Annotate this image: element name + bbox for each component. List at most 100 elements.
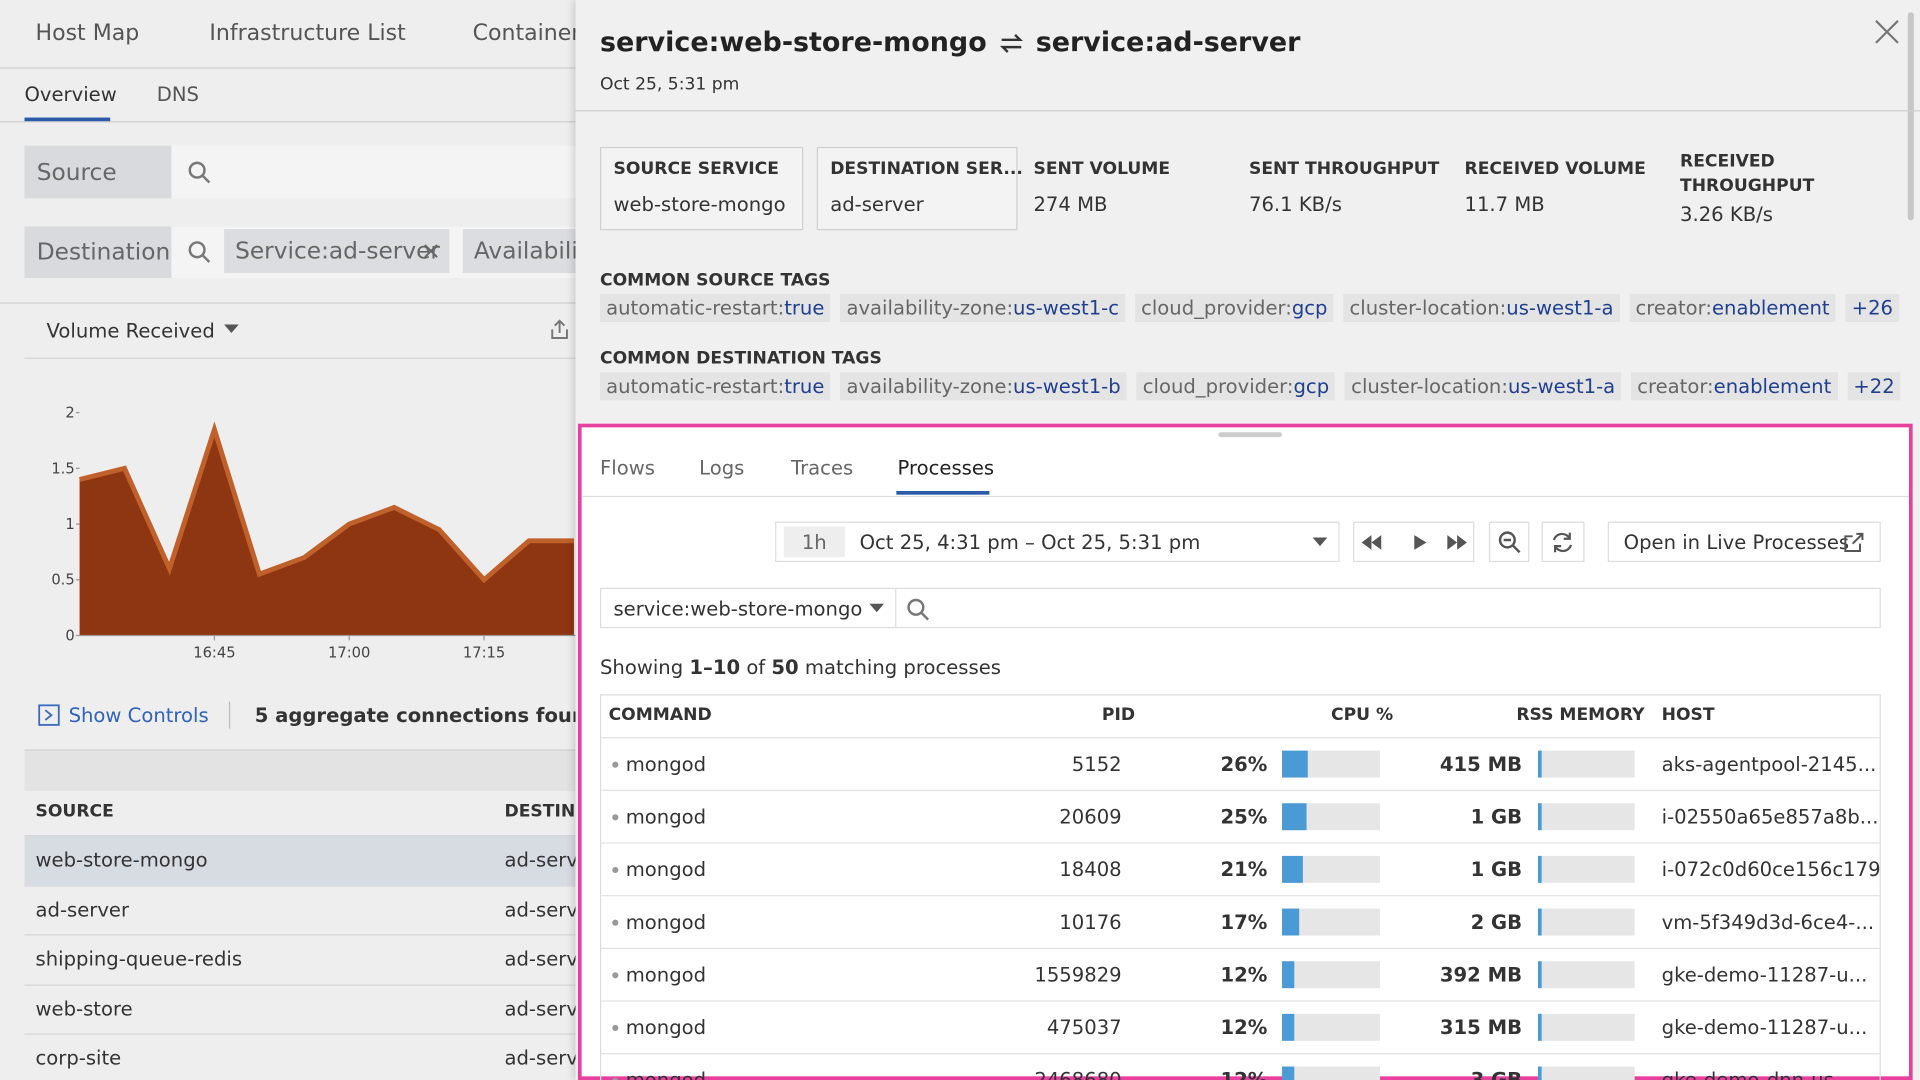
area-line — [79, 421, 574, 584]
area — [79, 429, 574, 636]
tag-value: gcp — [1293, 374, 1330, 398]
x-tick-label: 16:45 — [193, 645, 235, 662]
time-picker[interactable] — [775, 521, 1340, 563]
memory: 2 GB — [1470, 910, 1523, 934]
tab[interactable]: Traces — [791, 456, 854, 480]
host: aks-agentpool-2145... — [1661, 752, 1877, 776]
memory: 1 GB — [1470, 857, 1523, 882]
tag[interactable]: creator:enablement — [1629, 293, 1836, 323]
tag-list: automatic-restart:true availability-zone:… — [600, 293, 1900, 323]
tag[interactable]: cloud_provider:gcp — [1136, 372, 1336, 401]
refresh-button[interactable] — [1541, 521, 1585, 563]
memory-bar — [1537, 750, 1542, 778]
pid: 10176 — [1059, 910, 1122, 934]
host: gke-demo-11287-u... — [1661, 963, 1868, 987]
refresh-icon — [1552, 532, 1573, 553]
chip-remove[interactable] — [422, 242, 439, 259]
drag-handle[interactable] — [1218, 432, 1283, 438]
chart-title[interactable]: Volume Received — [46, 318, 215, 343]
tag[interactable]: automatic-restart:true — [600, 293, 831, 323]
summary-part: of — [740, 655, 772, 679]
pid: 5152 — [1071, 752, 1122, 776]
destination-name: service:ad-server — [1035, 27, 1301, 59]
table-row[interactable] — [601, 789, 1880, 844]
tag[interactable]: cloud_provider:gcp — [1134, 293, 1334, 323]
sub-tab[interactable]: DNS — [156, 82, 199, 106]
tag[interactable]: availability-zone:us-west1-c — [840, 293, 1126, 323]
table-row[interactable] — [601, 895, 1880, 949]
zoom-button[interactable] — [1488, 521, 1530, 563]
close-button[interactable] — [1875, 20, 1899, 44]
tag[interactable]: creator:enablement — [1631, 372, 1838, 401]
divider — [575, 110, 1920, 112]
tag[interactable]: cluster-location:us-west1-a — [1343, 293, 1620, 323]
tab-underline — [896, 491, 990, 495]
memory-track — [1537, 803, 1635, 831]
tag[interactable]: availability-zone:us-west1-b — [840, 372, 1127, 401]
playback-icons[interactable] — [1359, 530, 1469, 554]
connections-count: 5 aggregate connections found — [254, 703, 600, 727]
command: mongod — [625, 963, 707, 987]
stat-label: SENT THROUGHPUT — [1248, 159, 1440, 179]
tag-key: creator: — [1635, 296, 1712, 320]
table-row[interactable] — [601, 947, 1880, 1002]
table-row[interactable] — [601, 737, 1880, 791]
cpu-label: 12% — [1220, 1068, 1267, 1080]
source-search[interactable] — [171, 145, 576, 199]
tag-list: automatic-restart:true availability-zone:… — [600, 372, 1901, 401]
column-header: HOST — [1661, 705, 1715, 725]
tag[interactable]: cluster-location:us-west1-a — [1345, 372, 1622, 401]
tag-key: automatic-restart: — [606, 374, 785, 398]
summary-part: Showing — [600, 655, 690, 679]
cpu-bar — [1282, 750, 1308, 778]
tag[interactable]: automatic-restart:true — [600, 372, 831, 401]
table-row[interactable] — [24, 884, 576, 935]
table-row[interactable] — [24, 934, 576, 984]
pid: 475037 — [1046, 1015, 1122, 1039]
y-tick-label: 0.5 — [51, 572, 74, 589]
cpu-track — [1282, 1066, 1381, 1080]
table-row[interactable] — [601, 842, 1880, 896]
table-row[interactable] — [24, 1033, 576, 1080]
nav-tab[interactable]: Containers — [472, 20, 592, 46]
tag-value: enablement — [1713, 374, 1832, 398]
y-tick-label: 0 — [65, 627, 74, 644]
y-tick-label: 1 — [65, 516, 74, 533]
filter-bar[interactable] — [600, 587, 1881, 629]
open-live-button[interactable] — [1607, 521, 1881, 563]
host: gke-demo-dnn-us... — [1662, 1068, 1853, 1080]
divider — [0, 121, 576, 123]
tag-value: us-west1-a — [1506, 296, 1614, 320]
table-row[interactable] — [601, 1000, 1880, 1054]
tag-more[interactable]: +22 — [1847, 372, 1901, 401]
tag-more[interactable]: +26 — [1845, 293, 1900, 323]
cpu-bar — [1282, 961, 1294, 989]
column-header[interactable]: CPU % — [1331, 705, 1394, 725]
table-row[interactable] — [24, 835, 576, 886]
stat-label: SOURCE SERVICE — [613, 159, 779, 179]
memory-track — [1537, 855, 1635, 883]
filter-value[interactable]: service:web-store-mongo — [613, 596, 863, 621]
tab[interactable]: Processes — [897, 456, 995, 480]
tag-key: creator: — [1637, 374, 1714, 398]
memory-bar — [1537, 855, 1542, 883]
result-summary: Showing 1–10 of 50 matching processes — [600, 656, 1001, 679]
nav-tab[interactable]: Host Map — [35, 20, 140, 46]
sub-tab[interactable]: Overview — [24, 82, 117, 106]
tab[interactable]: Logs — [699, 456, 745, 480]
memory-track — [1537, 750, 1635, 778]
cpu-label: 17% — [1220, 910, 1268, 934]
divider — [581, 495, 1909, 498]
table-row[interactable] — [601, 1053, 1880, 1080]
connections-table: SOURCE DESTINATION web-store-mongo ad-serve… — [24, 790, 634, 1080]
memory: 415 MB — [1439, 752, 1523, 776]
tab[interactable]: Flows — [600, 456, 655, 480]
open-live-label: Open in Live Processes — [1623, 530, 1850, 555]
show-controls[interactable]: Show Controls — [68, 703, 209, 727]
tag-value: us-west1-c — [1013, 296, 1120, 320]
table-row[interactable] — [24, 983, 576, 1034]
chip[interactable] — [224, 228, 450, 274]
nav-tab[interactable]: Infrastructure List — [209, 20, 406, 46]
export-icon[interactable] — [549, 318, 571, 340]
divider — [0, 67, 576, 69]
